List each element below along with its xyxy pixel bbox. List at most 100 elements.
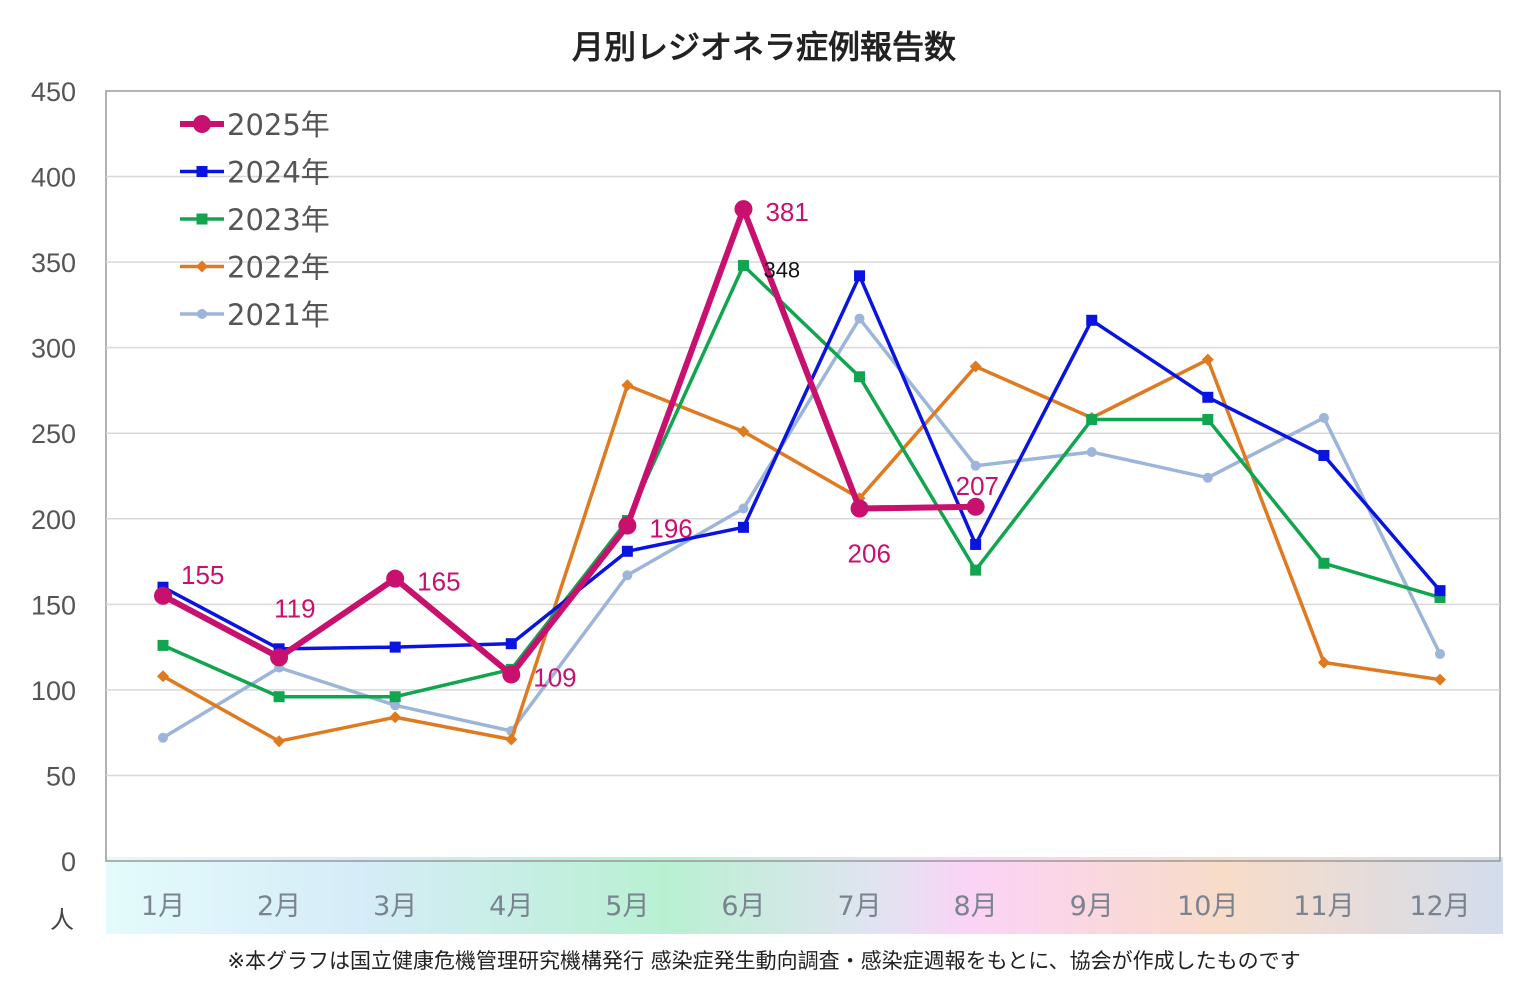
data-point [966, 497, 985, 516]
data-point [273, 691, 285, 703]
series-line-2024年 [162, 274, 1442, 651]
data-point [1202, 391, 1214, 403]
series-line-2023年 [162, 263, 1441, 699]
data-point [734, 200, 753, 219]
data-label: 109 [533, 662, 576, 692]
x-tick-label: 2月 [257, 891, 301, 922]
data-label: 381 [765, 197, 808, 227]
legend-label: 2024年 [227, 156, 330, 190]
data-point [1434, 673, 1446, 686]
data-point [158, 732, 168, 743]
y-tick-label: 450 [31, 77, 76, 107]
y-unit-label: 人 [50, 906, 74, 934]
data-point [622, 570, 633, 581]
data-point [1434, 585, 1446, 597]
data-point [193, 115, 211, 133]
data-point [154, 586, 172, 605]
y-tick-label: 200 [31, 505, 76, 535]
data-point [854, 313, 865, 324]
x-tick-label: 7月 [837, 891, 881, 922]
x-tick-label: 8月 [954, 891, 998, 922]
x-tick-label: 6月 [721, 891, 765, 922]
data-point [270, 648, 289, 667]
data-point [1201, 353, 1214, 366]
chart-title: 月別レジオネラ症例報告数 [571, 28, 956, 66]
data-point [1086, 414, 1098, 426]
data-point [621, 545, 633, 557]
x-tick-label: 3月 [373, 891, 417, 922]
data-point [969, 360, 982, 373]
x-tick-label: 11月 [1293, 891, 1354, 922]
data-point [1086, 314, 1098, 326]
y-tick-label: 0 [61, 847, 76, 877]
data-point [618, 516, 637, 535]
data-label: 206 [848, 539, 891, 569]
x-tick-label: 10月 [1177, 891, 1238, 922]
data-point [197, 309, 207, 319]
data-point [737, 260, 749, 272]
plot-border [105, 90, 1501, 862]
y-tick-label: 150 [31, 590, 76, 620]
data-point [273, 735, 286, 748]
data-point [970, 460, 981, 471]
data-point [1317, 656, 1330, 669]
legend-label: 2021年 [227, 298, 330, 332]
series-line-2021年 [162, 316, 1442, 740]
data-point [854, 371, 866, 383]
data-point [970, 538, 982, 550]
footnote: ※本グラフは国立健康危機管理研究機構発行 感染症発生動向調査・感染症週報をもとに… [227, 949, 1301, 973]
data-point [505, 733, 518, 746]
data-point [389, 691, 401, 703]
series-line-2025年 [161, 206, 976, 678]
data-point [1318, 557, 1330, 569]
data-point [1202, 414, 1214, 426]
data-point [157, 670, 169, 683]
data-point [196, 213, 208, 225]
data-label: 196 [649, 514, 692, 544]
data-point [505, 638, 517, 650]
data-label: 207 [956, 471, 999, 501]
series-line-2022年 [162, 357, 1441, 743]
data-point [1318, 412, 1329, 423]
y-tick-label: 400 [31, 163, 76, 193]
data-point [1435, 648, 1445, 659]
data-label: 119 [274, 593, 315, 623]
y-tick-label: 350 [31, 248, 76, 278]
data-point [390, 700, 401, 711]
data-point [1202, 472, 1213, 483]
data-point [1434, 591, 1446, 603]
y-tick-label: 250 [31, 419, 76, 449]
data-point [970, 564, 982, 576]
data-point [196, 260, 208, 273]
data-point [196, 166, 208, 177]
legend-label: 2025年 [227, 108, 330, 142]
x-tick-label: 9月 [1070, 891, 1114, 922]
x-axis-band [106, 857, 1503, 934]
data-point [1086, 447, 1097, 458]
data-point [854, 270, 866, 282]
data-point [1318, 449, 1330, 461]
data-point [738, 503, 749, 514]
data-point [389, 641, 401, 653]
data-point [502, 665, 521, 684]
x-tick-label: 12月 [1409, 891, 1470, 922]
data-point [737, 521, 749, 533]
data-label: 165 [417, 567, 460, 597]
y-tick-label: 300 [31, 334, 76, 364]
data-label: 348 [763, 258, 800, 283]
data-point [850, 499, 869, 518]
data-label: 155 [181, 560, 224, 590]
legend-label: 2023年 [227, 203, 330, 237]
data-point [389, 711, 402, 724]
data-point [157, 639, 169, 651]
data-point [737, 425, 750, 438]
x-tick-label: 5月 [605, 891, 649, 922]
x-tick-label: 4月 [489, 891, 533, 922]
data-point [386, 569, 405, 588]
legend-label: 2022年 [227, 251, 330, 285]
data-point [621, 379, 634, 392]
y-tick-label: 100 [31, 676, 76, 706]
x-tick-label: 1月 [141, 891, 185, 922]
